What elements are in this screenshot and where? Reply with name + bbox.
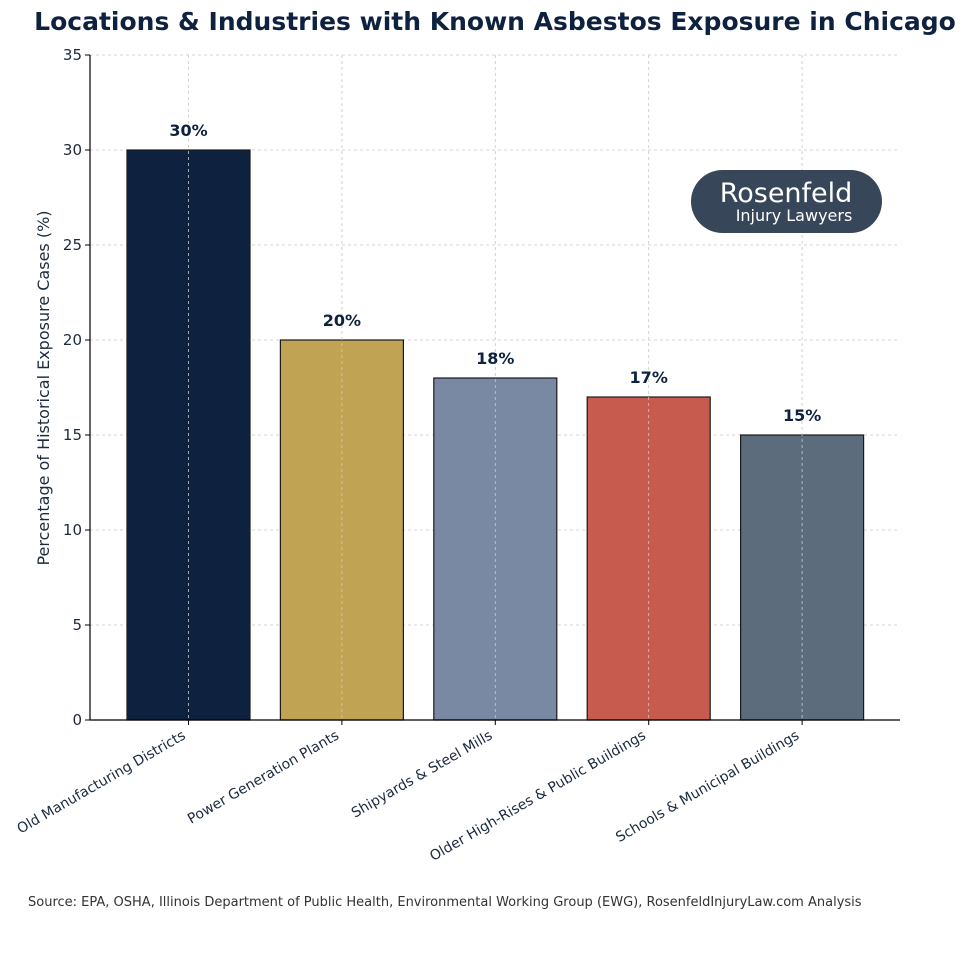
data-label-4: 17%	[630, 368, 668, 387]
y-tick-label: 35	[63, 46, 82, 64]
y-axis-label: Percentage of Historical Exposure Cases …	[34, 210, 53, 565]
y-ticks: 0 5 10 15 20 25 30 35	[63, 46, 90, 729]
bars	[126, 55, 865, 721]
source-note: Source: EPA, OSHA, Illinois Department o…	[28, 895, 862, 910]
logo-tagline: Injury Lawyers	[736, 206, 853, 225]
y-tick-label: 25	[63, 236, 82, 254]
y-tick-label: 5	[72, 616, 82, 634]
chart-title: Locations & Industries with Known Asbest…	[34, 7, 956, 36]
y-tick-label: 20	[63, 331, 82, 349]
y-tick-label: 10	[63, 521, 82, 539]
y-tick-label: 0	[72, 711, 82, 729]
data-label-2: 20%	[323, 311, 361, 330]
y-tick-label: 15	[63, 426, 82, 444]
y-tick-label: 30	[63, 141, 82, 159]
data-label-3: 18%	[476, 349, 514, 368]
logo-badge	[691, 170, 882, 233]
data-labels: 30% 20% 18% 17% 15%	[169, 121, 821, 425]
logo: Rosenfeld Injury Lawyers	[691, 170, 882, 233]
data-label-5: 15%	[783, 406, 821, 425]
logo-name: Rosenfeld	[720, 178, 853, 209]
bar-4	[586, 396, 711, 721]
data-label-1: 30%	[169, 121, 207, 140]
